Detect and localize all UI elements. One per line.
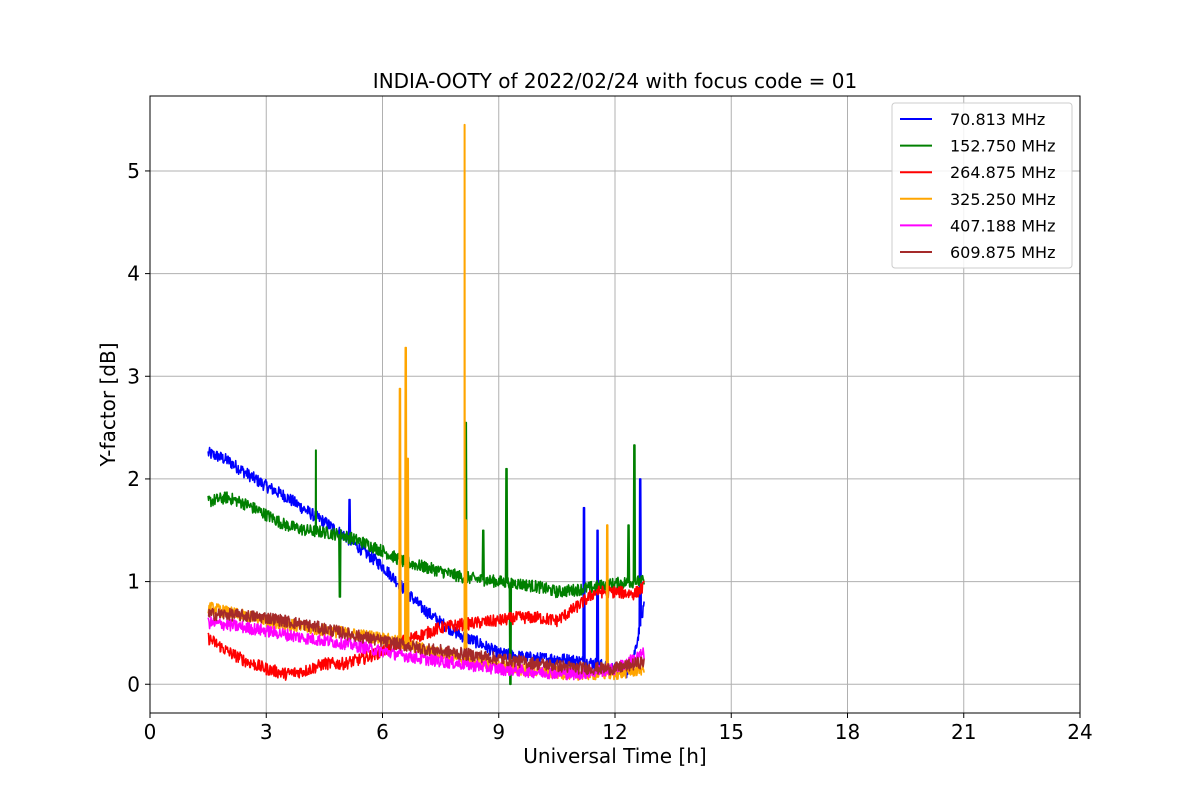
x-tick-label: 15 [719,720,744,744]
x-axis-label: Universal Time [h] [523,744,706,768]
x-tick-label: 0 [144,720,157,744]
x-tick-label: 6 [376,720,389,744]
x-tick-label: 18 [835,720,860,744]
series-line-1 [207,421,645,686]
y-tick-label: 4 [127,262,140,286]
x-tick-label: 9 [492,720,505,744]
legend-box [891,102,1073,269]
series-line-0 [207,446,645,679]
chart-title: INDIA-OOTY of 2022/02/24 with focus code… [373,69,857,93]
x-tick-label: 3 [260,720,273,744]
legend-entry: 70.813 MHz [950,110,1045,129]
legend-entry: 325.250 MHz [950,190,1055,209]
y-tick-label: 0 [127,672,140,696]
series-line-5 [207,607,645,676]
x-tick-label: 12 [602,720,627,744]
legend-entry: 264.875 MHz [950,163,1055,182]
plot-area-series [207,123,645,686]
y-tick-label: 5 [127,159,140,183]
x-tick-label: 21 [951,720,976,744]
legend: 70.813 MHz 152.750 MHz 264.875 MHz 325.250 … [891,102,1073,269]
y-axis-label: Y-factor [dB] [96,342,120,467]
legend-entry: 609.875 MHz [950,243,1055,262]
y-tick-label: 2 [127,467,140,491]
series-line-2 [207,580,645,681]
series-line-4 [207,616,645,681]
legend-entry: 407.188 MHz [950,216,1055,235]
legend-entry: 152.750 MHz [950,137,1055,156]
y-tick-label: 1 [127,570,140,594]
x-tick-label: 24 [1067,720,1092,744]
y-tick-label: 3 [127,364,140,388]
